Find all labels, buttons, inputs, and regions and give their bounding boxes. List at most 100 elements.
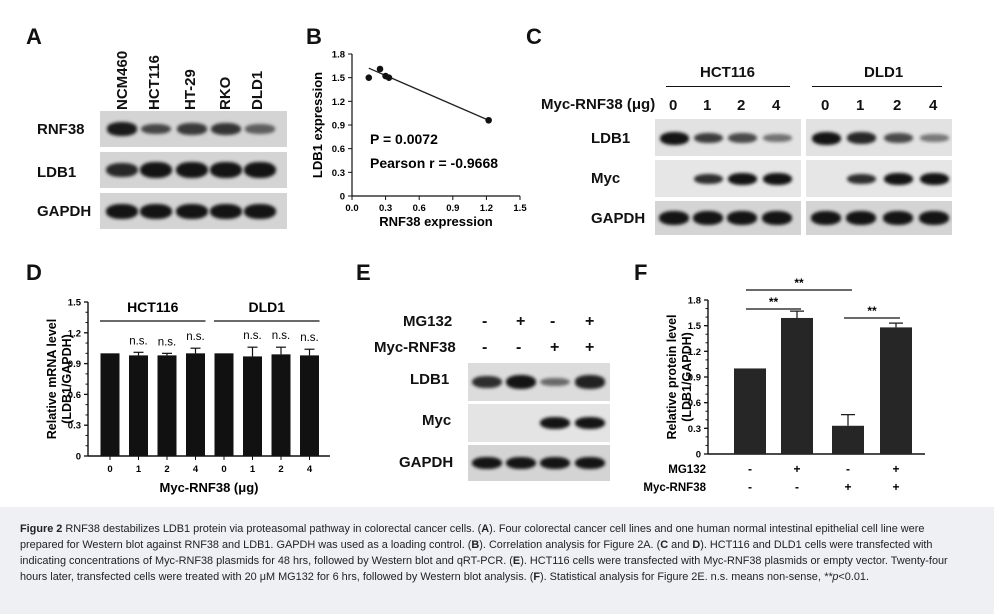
blot-band bbox=[693, 211, 723, 225]
chart-axes: 0 0.3 0.6 0.9 1.2 1.5 Relative mRNA level (LDB1… bbox=[45, 298, 330, 495]
annotation-p-value: P = 0.0072 bbox=[370, 131, 438, 147]
treatment-sign: - bbox=[795, 480, 799, 494]
blot-band bbox=[727, 173, 757, 185]
blot-row-label: LDB1 bbox=[591, 130, 631, 147]
lane-label: DLD1 bbox=[249, 70, 266, 110]
x-tick-label: 0.3 bbox=[379, 203, 392, 214]
x-tick-label: 2 bbox=[164, 464, 169, 475]
group-label: HCT116 bbox=[127, 299, 179, 315]
x-tick-label: 0.6 bbox=[413, 203, 426, 214]
treatment-sign: - bbox=[482, 313, 488, 330]
blot-band bbox=[540, 457, 570, 469]
caption-panel-ref: E bbox=[512, 555, 521, 567]
bar bbox=[781, 317, 813, 454]
dose-value: 4 bbox=[929, 97, 938, 114]
significance-label: ** bbox=[794, 276, 804, 290]
dose-value: 2 bbox=[893, 97, 902, 114]
y-tick-label: 1.5 bbox=[332, 73, 346, 84]
chart-marks: ** ** ** bbox=[734, 276, 912, 454]
blot-band bbox=[883, 211, 913, 225]
data-point bbox=[365, 74, 373, 81]
bar bbox=[214, 353, 234, 456]
treatment-sign: + bbox=[516, 313, 526, 330]
caption-panel-ref: B bbox=[471, 539, 480, 551]
blot-row-label: RNF38 bbox=[37, 121, 85, 138]
treatment-sign: + bbox=[585, 313, 595, 330]
y-tick-label: 0.9 bbox=[688, 373, 701, 384]
blot-band bbox=[177, 123, 207, 135]
bar bbox=[271, 354, 291, 456]
y-tick-label: 0.3 bbox=[68, 421, 81, 432]
y-tick-label: 1.5 bbox=[688, 321, 702, 332]
panel-label-d: D bbox=[26, 260, 42, 285]
x-tick-label: 4 bbox=[307, 464, 313, 475]
group-label: DLD1 bbox=[248, 299, 285, 315]
chart-marks: P = 0.0072 Pearson r = -0.9668 bbox=[365, 65, 498, 171]
data-point bbox=[485, 116, 492, 124]
panel-label-f: F bbox=[634, 260, 648, 285]
panel-label-c: C bbox=[526, 24, 542, 49]
panel-label-a: A bbox=[26, 24, 42, 49]
blot-row-label: LDB1 bbox=[410, 371, 450, 388]
treatment-sign: - bbox=[550, 313, 556, 330]
figure-caption: Figure 2 RNF38 destabilizes LDB1 protein… bbox=[20, 521, 958, 585]
treatment-label: MG132 bbox=[403, 313, 453, 330]
x-axis-title: Myc-RNF38 (μg) bbox=[160, 480, 259, 495]
caption-figure-label: Figure 2 bbox=[20, 523, 63, 535]
y-tick-label: 0.6 bbox=[688, 398, 701, 409]
bar bbox=[157, 355, 177, 456]
caption-text: ). HCT116 and DLD1 cells were transfecte… bbox=[20, 539, 933, 567]
annotation-pearson: Pearson r = -0.9668 bbox=[370, 155, 498, 171]
chart-marks: n.s. n.s. n.s. n.s. n.s. n.s. HCT116 DLD1 bbox=[100, 299, 320, 456]
y-tick-label: 0 bbox=[340, 192, 345, 203]
treatment-sign: - bbox=[516, 339, 522, 356]
blot-row-label: GAPDH bbox=[37, 203, 92, 220]
x-tick-label: 1.5 bbox=[513, 203, 527, 214]
treatment-sign: + bbox=[793, 462, 800, 476]
blot-band bbox=[176, 203, 208, 219]
blot-band bbox=[141, 123, 171, 135]
treatment-sign: + bbox=[585, 339, 595, 356]
treatment-sign: + bbox=[892, 480, 899, 494]
blot-band bbox=[472, 457, 502, 469]
x-axis-title: RNF38 expression bbox=[379, 214, 492, 229]
blot-band bbox=[506, 457, 536, 469]
dose-value: 2 bbox=[737, 97, 746, 114]
blot-band bbox=[762, 134, 792, 142]
chart-axes: 0 0.3 0.6 0.9 1.2 1.5 1.8 0.0 0.3 0.6 0.9 1.2 1.5 RNF… bbox=[310, 50, 527, 230]
y-tick-label: 0 bbox=[696, 450, 701, 461]
bar bbox=[243, 356, 262, 456]
bar bbox=[186, 353, 205, 456]
dose-value: 4 bbox=[772, 97, 781, 114]
blot-row-label: LDB1 bbox=[37, 164, 77, 181]
y-tick-label: 0.3 bbox=[332, 168, 345, 179]
lane-label: NCM460 bbox=[114, 50, 131, 110]
mrna-bar-chart: 0 0.3 0.6 0.9 1.2 1.5 Relative mRNA level (LDB1… bbox=[45, 298, 330, 495]
blot-row-label: Myc bbox=[591, 170, 621, 187]
blot-band bbox=[176, 162, 208, 178]
significance-label: n.s. bbox=[186, 331, 205, 343]
treatment-label: Myc-RNF38 bbox=[643, 482, 706, 494]
y-tick-label: 0.3 bbox=[688, 424, 701, 435]
panel-label-e: E bbox=[356, 260, 371, 285]
dose-label: Myc-RNF38 (μg) bbox=[541, 96, 656, 113]
blot-row-label: Myc bbox=[422, 412, 452, 429]
blot-band bbox=[727, 132, 757, 144]
significance-label: n.s. bbox=[300, 332, 319, 344]
blot-band bbox=[659, 211, 689, 225]
blot-band bbox=[846, 132, 876, 144]
caption-panel-ref: A bbox=[481, 523, 490, 535]
caption-panel-ref: C bbox=[660, 539, 669, 551]
treatment-sign: + bbox=[844, 480, 851, 494]
blot-band bbox=[811, 211, 841, 225]
blot-band bbox=[693, 132, 723, 144]
dose-value: 0 bbox=[669, 97, 678, 114]
x-tick-label: 1 bbox=[250, 464, 256, 475]
blot-band bbox=[762, 173, 792, 185]
blot-band bbox=[693, 173, 723, 185]
caption-title: RNF38 destabilizes LDB1 protein via prot… bbox=[62, 523, 482, 535]
caption-text: ). Statistical analysis for Figure 2E. n… bbox=[539, 571, 824, 583]
blot-band bbox=[883, 173, 913, 185]
treatment-sign: - bbox=[748, 462, 752, 476]
blot-band bbox=[883, 132, 913, 144]
